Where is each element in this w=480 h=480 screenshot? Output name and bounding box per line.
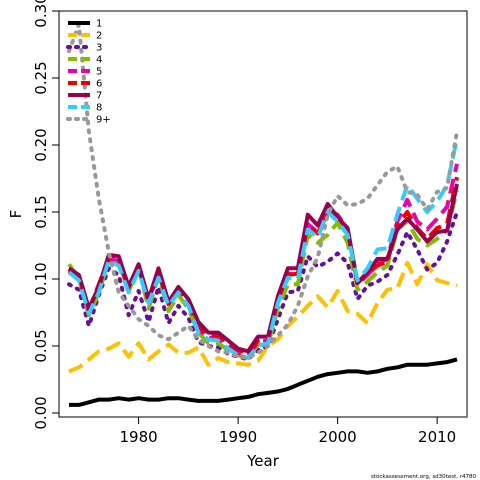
legend-label-5: 5 <box>96 67 102 78</box>
y-tick-label: 0.30 <box>32 0 50 28</box>
legend-label-1: 1 <box>96 19 102 30</box>
legend-label-7: 7 <box>96 91 102 102</box>
series-line-9 <box>67 22 459 360</box>
y-tick-label: 0.00 <box>32 396 50 429</box>
legend-label-9: 9+ <box>96 115 111 126</box>
y-tick-label: 0.25 <box>32 61 50 94</box>
x-tick-label: 1990 <box>219 428 257 446</box>
y-axis: 0.00 0.05 0.10 0.15 0.20 0.25 0.30 <box>32 0 60 430</box>
y-tick-label: 0.20 <box>32 128 50 161</box>
y-tick-label: 0.15 <box>32 195 50 228</box>
series-line-5 <box>67 163 459 358</box>
y-tick-label: 0.05 <box>32 329 50 362</box>
series-line-6 <box>67 176 459 355</box>
legend-label-3: 3 <box>96 43 102 54</box>
series-line-8 <box>67 137 459 360</box>
legend-label-8: 8 <box>96 103 102 114</box>
series-line-2 <box>68 260 458 374</box>
legend-label-4: 4 <box>96 55 102 66</box>
credit-text: stockassessment.org, sd30test, r4780 <box>371 474 477 480</box>
series-line-1 <box>69 357 458 407</box>
x-axis: 1980 1990 2000 2010 <box>120 416 456 446</box>
x-axis-title: Year <box>246 452 280 470</box>
x-tick-label: 2010 <box>418 428 456 446</box>
legend-label-6: 6 <box>96 79 102 90</box>
y-axis-title: F <box>7 210 25 219</box>
legend-label-2: 2 <box>96 31 102 42</box>
x-tick-label: 1980 <box>120 428 158 446</box>
series-layer <box>67 22 459 407</box>
series-line-7 <box>67 183 459 354</box>
x-tick-label: 2000 <box>319 428 357 446</box>
y-tick-label: 0.10 <box>32 262 50 295</box>
